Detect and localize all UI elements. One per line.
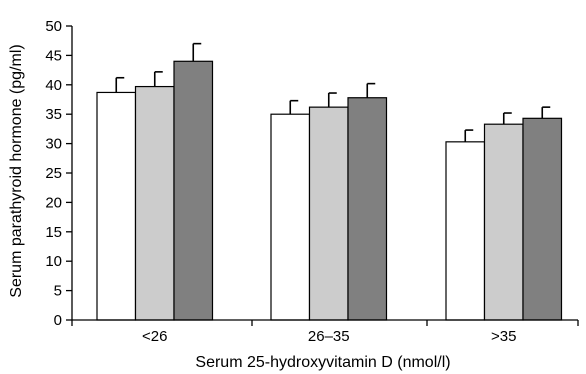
bar [522,117,563,321]
bar [308,106,349,321]
y-tick-label: 40 [45,77,62,94]
y-tick-label: 20 [45,194,62,211]
bar [347,97,388,321]
y-tick-label: 5 [54,283,62,300]
y-tick-label: 0 [54,312,62,329]
bar [483,123,524,321]
x-tick-label: <26 [142,328,167,345]
y-tick-label: 45 [45,47,62,64]
x-axis-title: Serum 25-hydroxyvitamin D (nmol/l) [195,354,450,371]
y-tick-label: 25 [45,165,62,182]
bar [445,141,486,321]
y-tick-label: 35 [45,106,62,123]
y-tick-label: 30 [45,136,62,153]
x-tick-label: >35 [491,328,516,345]
bars-layer [96,42,563,321]
bar [173,60,214,321]
bar [96,91,137,321]
bar [270,113,311,321]
y-tick-label: 50 [45,18,62,35]
bar [134,85,175,321]
y-axis-title: Serum parathyroid hormone (pg/ml) [8,44,25,297]
y-tick-label: 10 [45,253,62,270]
y-tick-label: 15 [45,224,62,241]
x-tick-label: 26–35 [308,328,350,345]
axes-layer: 0 5 10 15 20 25 30 35 40 45 50 <26 26–35 >35 [45,18,579,345]
